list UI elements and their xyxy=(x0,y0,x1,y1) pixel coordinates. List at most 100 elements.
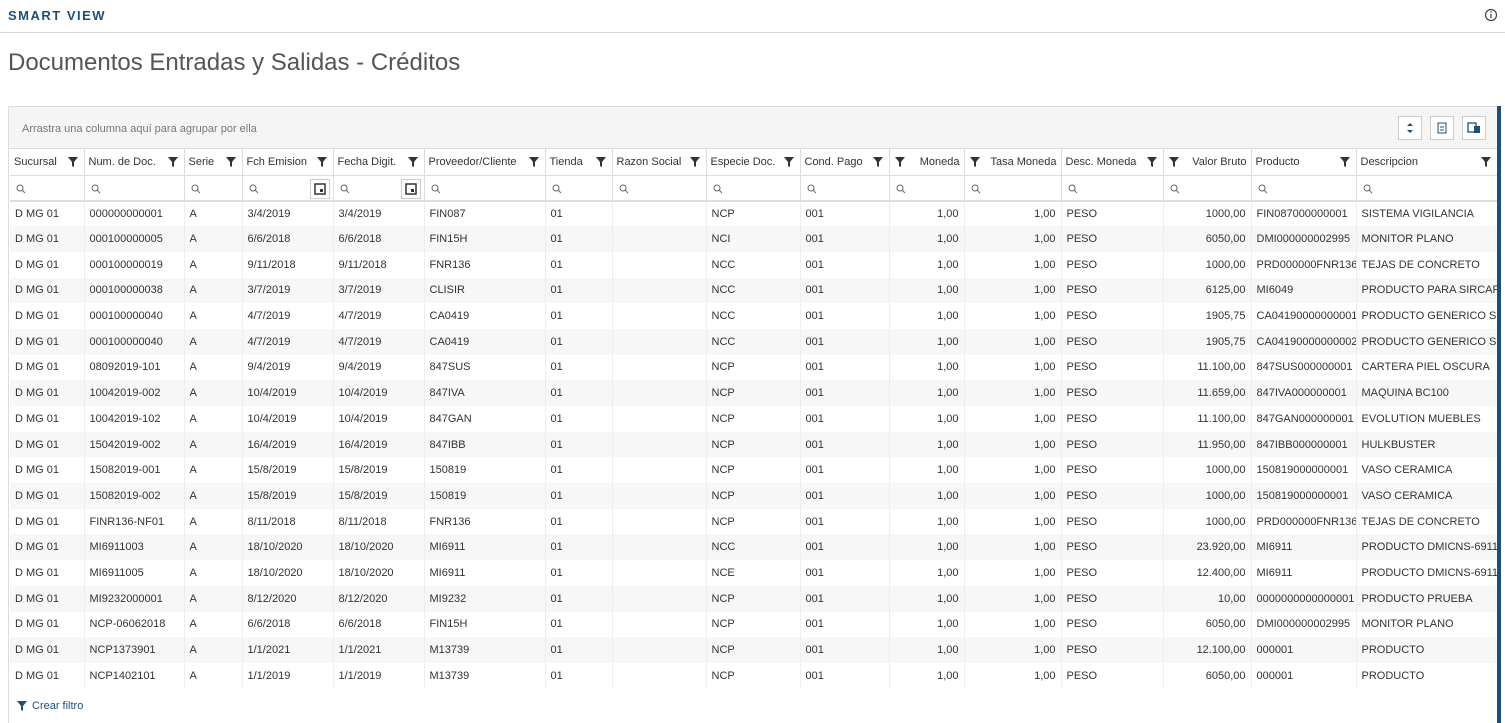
data-row[interactable]: D MG 01 MI6911005 A 18/10/2020 18/10/2020 MI6… xyxy=(10,560,1497,586)
column-header[interactable]: Tasa Moneda xyxy=(964,149,1062,176)
column-header[interactable]: Fch Emision xyxy=(242,149,334,176)
column-header[interactable]: Num. de Doc. xyxy=(84,149,185,176)
filter-icon[interactable] xyxy=(689,156,701,168)
cell: 1,00 xyxy=(964,457,1062,484)
filter-cell[interactable] xyxy=(706,175,801,202)
calendar-button[interactable] xyxy=(400,179,421,199)
info-icon[interactable] xyxy=(1484,8,1498,22)
filter-icon[interactable] xyxy=(528,156,540,168)
cell: 1,00 xyxy=(964,611,1062,638)
filter-icon[interactable] xyxy=(595,156,607,168)
cell: PESO xyxy=(1061,508,1164,535)
filter-cell[interactable] xyxy=(545,175,613,202)
filter-icon[interactable] xyxy=(407,156,419,168)
data-row[interactable]: D MG 01 000100000005 A 6/6/2018 6/6/2018 FIN1… xyxy=(10,226,1497,252)
column-header[interactable]: Fecha Digit. xyxy=(333,149,425,176)
data-row[interactable]: D MG 01 MI6911003 A 18/10/2020 18/10/2020 MI6… xyxy=(10,534,1497,561)
data-row[interactable]: D MG 01 FINR136-NF01 A 8/11/2018 8/11/2018 FN… xyxy=(10,508,1497,535)
cell: 01 xyxy=(545,354,613,381)
filter-cell[interactable] xyxy=(1356,175,1497,202)
filter-cell[interactable] xyxy=(1251,175,1357,202)
filter-icon[interactable] xyxy=(783,156,795,168)
filter-icon[interactable] xyxy=(1480,156,1492,168)
cell: CLISIR xyxy=(424,277,546,304)
cell: FNR136 xyxy=(424,251,546,278)
data-row[interactable]: D MG 01 000100000040 A 4/7/2019 4/7/2019 CA04… xyxy=(10,303,1497,329)
cell: NCP xyxy=(706,662,801,689)
filter-icon[interactable] xyxy=(67,156,79,168)
column-header[interactable]: Especie Doc. xyxy=(706,149,801,176)
data-row[interactable]: D MG 01 15082019-002 A 15/8/2019 15/8/2019 15… xyxy=(10,483,1497,509)
column-header[interactable]: Descripcion xyxy=(1356,149,1497,176)
data-row[interactable]: D MG 01 000000000001 A 3/4/2019 3/4/2019 FIN0… xyxy=(10,200,1497,227)
data-row[interactable]: D MG 01 15082019-001 A 15/8/2019 15/8/2019 15… xyxy=(10,457,1497,484)
cell xyxy=(612,637,707,663)
filter-icon[interactable] xyxy=(167,156,179,168)
cell: D MG 01 xyxy=(10,662,85,689)
data-row[interactable]: D MG 01 000100000040 A 4/7/2019 4/7/2019 CA04… xyxy=(10,328,1497,355)
column-header[interactable]: Serie xyxy=(184,149,243,176)
filter-cell[interactable] xyxy=(333,175,425,202)
cell xyxy=(612,534,707,561)
filter-icon[interactable] xyxy=(1339,156,1351,168)
filter-cell[interactable] xyxy=(84,175,185,202)
group-panel[interactable]: Arrastra una columna aquí para agrupar p… xyxy=(9,107,1497,149)
filter-icon[interactable] xyxy=(872,156,884,168)
filter-icon[interactable] xyxy=(1146,156,1158,168)
cell: MI6911 xyxy=(424,560,546,586)
column-header[interactable]: Moneda xyxy=(889,149,965,176)
filter-cell[interactable] xyxy=(889,175,965,202)
cell: MAQUINA BC100 xyxy=(1356,380,1497,406)
cell: 6050,00 xyxy=(1163,662,1252,689)
cell: HULKBUSTER xyxy=(1356,431,1497,458)
calendar-button[interactable] xyxy=(309,179,330,199)
column-header[interactable]: Tienda xyxy=(545,149,613,176)
cell: 1000,00 xyxy=(1163,200,1252,227)
data-row[interactable]: D MG 01 NCP-06062018 A 6/6/2018 6/6/2018 FIN1… xyxy=(10,611,1497,638)
cell: NCP xyxy=(706,508,801,535)
filter-cell[interactable] xyxy=(10,175,85,202)
data-row[interactable]: D MG 01 000100000019 A 9/11/2018 9/11/2018 FN… xyxy=(10,251,1497,278)
filter-icon[interactable] xyxy=(225,156,237,168)
column-header[interactable]: Producto xyxy=(1251,149,1357,176)
filter-cell[interactable] xyxy=(1061,175,1164,202)
cell: 1,00 xyxy=(889,328,965,355)
data-row[interactable]: D MG 01 000100000038 A 3/7/2019 3/7/2019 CLIS… xyxy=(10,277,1497,304)
filter-cell[interactable] xyxy=(1163,175,1252,202)
cell: A xyxy=(184,406,243,432)
data-row[interactable]: D MG 01 10042019-002 A 10/4/2019 10/4/2019 84… xyxy=(10,380,1497,406)
filter-icon[interactable] xyxy=(316,156,328,168)
filter-cell[interactable] xyxy=(184,175,243,202)
toolbar-button[interactable] xyxy=(1430,116,1454,140)
scrollbar[interactable] xyxy=(1497,106,1501,723)
data-row[interactable]: D MG 01 15042019-002 A 16/4/2019 16/4/2019 84… xyxy=(10,431,1497,458)
column-header[interactable]: Sucursal xyxy=(10,149,85,176)
create-filter[interactable]: Crear filtro xyxy=(16,700,83,712)
cell: CARTERA PIEL OSCURA xyxy=(1356,354,1497,381)
cell: A xyxy=(184,457,243,484)
filter-cell[interactable] xyxy=(800,175,890,202)
cell: 01 xyxy=(545,303,613,329)
data-row[interactable]: D MG 01 MI9232000001 A 8/12/2020 8/12/2020 MI… xyxy=(10,585,1497,612)
filter-cell[interactable] xyxy=(242,175,334,202)
data-row[interactable]: D MG 01 10042019-102 A 10/4/2019 10/4/2019 84… xyxy=(10,406,1497,432)
data-row[interactable]: D MG 01 NCP1402101 A 1/1/2019 1/1/2019 M13739… xyxy=(10,662,1497,689)
cell: A xyxy=(184,662,243,689)
filter-cell[interactable] xyxy=(612,175,707,202)
column-header[interactable]: Proveedor/Cliente xyxy=(424,149,546,176)
filter-icon[interactable] xyxy=(894,156,906,168)
column-header[interactable]: Cond. Pago xyxy=(800,149,890,176)
cell xyxy=(612,277,707,304)
column-header[interactable]: Valor Bruto xyxy=(1163,149,1252,176)
column-header[interactable]: Desc. Moneda xyxy=(1061,149,1164,176)
column-title: Fch Emision xyxy=(246,156,308,168)
toolbar-button[interactable] xyxy=(1398,116,1422,140)
filter-cell[interactable] xyxy=(964,175,1062,202)
data-row[interactable]: D MG 01 08092019-101 A 9/4/2019 9/4/2019 847S… xyxy=(10,354,1497,381)
filter-cell[interactable] xyxy=(424,175,546,202)
column-header[interactable]: Razon Social xyxy=(612,149,707,176)
data-row[interactable]: D MG 01 NCP1373901 A 1/1/2021 1/1/2021 M13739… xyxy=(10,637,1497,663)
filter-icon[interactable] xyxy=(1168,156,1180,168)
toolbar-button[interactable] xyxy=(1462,116,1486,140)
filter-icon[interactable] xyxy=(969,156,981,168)
